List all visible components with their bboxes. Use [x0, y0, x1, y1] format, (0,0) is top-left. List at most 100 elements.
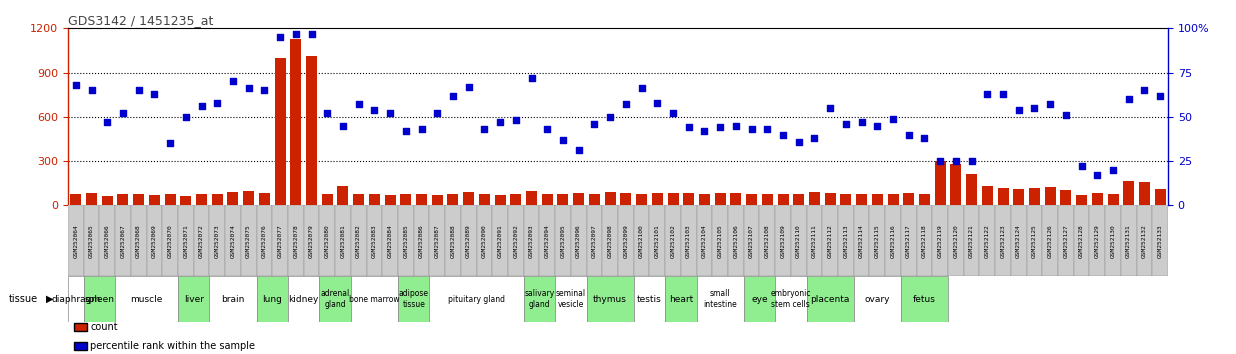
Bar	[1058, 205, 1074, 276]
Point	[679, 125, 698, 130]
Bar	[257, 276, 288, 322]
Bar	[649, 205, 665, 276]
Text: GSM252084: GSM252084	[388, 224, 393, 258]
Point	[789, 139, 808, 144]
Point	[1135, 87, 1154, 93]
Point	[946, 158, 965, 164]
Bar	[524, 276, 555, 322]
Bar	[684, 193, 695, 205]
Point	[255, 87, 274, 93]
Bar	[807, 276, 854, 322]
Bar	[557, 194, 569, 205]
Bar	[384, 195, 396, 205]
Bar	[1091, 193, 1103, 205]
Bar	[101, 196, 112, 205]
Bar	[775, 276, 807, 322]
Text: fetus: fetus	[913, 295, 936, 304]
Point	[1041, 102, 1060, 107]
Bar	[209, 276, 257, 322]
Bar	[1138, 182, 1149, 205]
Bar	[869, 205, 885, 276]
Bar	[431, 195, 442, 205]
Text: GSM252108: GSM252108	[765, 224, 770, 258]
Point	[1088, 172, 1107, 178]
Point	[208, 100, 227, 105]
Text: GSM252122: GSM252122	[985, 224, 990, 258]
Text: GSM252072: GSM252072	[199, 224, 204, 258]
Text: GSM252073: GSM252073	[215, 224, 220, 258]
Bar	[429, 276, 524, 322]
Point	[601, 114, 620, 120]
Bar	[447, 194, 459, 205]
Text: seminal
vesicle: seminal vesicle	[556, 290, 586, 309]
Bar	[714, 193, 726, 205]
Bar	[665, 205, 681, 276]
Bar	[1060, 190, 1072, 205]
Bar	[70, 194, 82, 205]
Bar	[257, 205, 272, 276]
Bar	[335, 205, 351, 276]
Bar	[178, 276, 209, 322]
Bar	[445, 205, 461, 276]
Bar	[178, 205, 194, 276]
Text: GSM252085: GSM252085	[403, 224, 408, 258]
Text: GSM252126: GSM252126	[1048, 224, 1053, 258]
Text: GSM252068: GSM252068	[136, 224, 141, 258]
Bar	[508, 205, 524, 276]
Bar	[288, 276, 319, 322]
Bar	[1074, 205, 1089, 276]
Bar	[934, 161, 946, 205]
Text: GSM252110: GSM252110	[796, 224, 801, 258]
Text: GSM252064: GSM252064	[73, 224, 78, 258]
Bar	[777, 194, 789, 205]
Bar	[133, 194, 145, 205]
Bar	[681, 205, 697, 276]
Bar	[148, 195, 159, 205]
Text: GSM252129: GSM252129	[1095, 224, 1100, 258]
Bar	[510, 194, 522, 205]
Bar	[1105, 205, 1121, 276]
Text: count: count	[90, 322, 117, 332]
Text: GSM252131: GSM252131	[1126, 224, 1131, 258]
Bar	[477, 205, 492, 276]
Bar	[1124, 181, 1135, 205]
Bar	[857, 194, 868, 205]
Point	[82, 87, 101, 93]
Bar	[68, 205, 84, 276]
Text: GSM252075: GSM252075	[246, 224, 251, 258]
Text: GSM252092: GSM252092	[513, 224, 518, 258]
Text: GSM252093: GSM252093	[529, 224, 534, 258]
Text: ▶: ▶	[46, 294, 53, 304]
Text: GSM252116: GSM252116	[890, 224, 896, 258]
Bar	[1154, 189, 1166, 205]
Text: GSM252099: GSM252099	[623, 224, 628, 258]
Point	[428, 110, 447, 116]
Text: GSM252120: GSM252120	[953, 224, 958, 258]
Bar	[761, 194, 772, 205]
Text: heart: heart	[669, 295, 693, 304]
Point	[349, 102, 368, 107]
Text: GSM252091: GSM252091	[498, 224, 503, 258]
Bar	[539, 205, 555, 276]
Bar	[147, 205, 162, 276]
Point	[585, 121, 604, 127]
Point	[616, 102, 635, 107]
Text: GSM252089: GSM252089	[466, 224, 471, 258]
Point	[129, 87, 148, 93]
Bar	[901, 276, 948, 322]
Bar	[854, 276, 901, 322]
Point	[239, 86, 258, 91]
Bar	[290, 39, 302, 205]
Bar	[807, 205, 822, 276]
Text: GSM252105: GSM252105	[718, 224, 723, 258]
Bar	[904, 193, 915, 205]
Bar	[288, 205, 304, 276]
Point	[475, 126, 494, 132]
Bar	[492, 205, 508, 276]
Bar	[602, 205, 618, 276]
Text: embryonic
stem cells: embryonic stem cells	[770, 290, 811, 309]
Bar	[1152, 205, 1168, 276]
Text: eye: eye	[751, 295, 768, 304]
Point	[569, 148, 588, 153]
Text: GSM252080: GSM252080	[325, 224, 330, 258]
